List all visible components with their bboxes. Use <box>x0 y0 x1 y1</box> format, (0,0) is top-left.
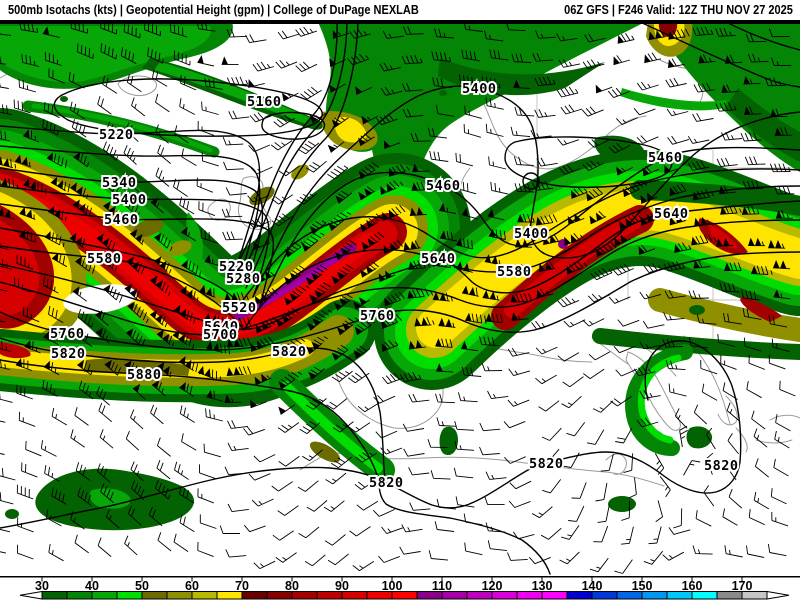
colorbar-segment <box>366 591 393 600</box>
colorbar-segment <box>441 591 468 600</box>
contour-label: 5580 <box>87 251 122 267</box>
colorbar-segment <box>541 591 568 600</box>
contour-label: 5820 <box>51 346 86 362</box>
contour-label: 5460 <box>426 178 461 194</box>
contour-label: 5460 <box>648 150 683 166</box>
colorbar-segment <box>116 591 143 600</box>
isotach-colorbar: 30 40 50 60 70 80 90 100 110 120 130 140 150 160 170 <box>0 576 800 600</box>
contour-label: 5520 <box>222 300 257 316</box>
contour-label: 5160 <box>247 94 282 110</box>
contour-label: 5220 <box>99 127 134 143</box>
colorbar-segment <box>416 591 443 600</box>
colorbar-segment <box>166 591 193 600</box>
colorbar-segment <box>241 591 268 600</box>
colorbar-segment <box>91 591 118 600</box>
colorbar-tick-label: 170 <box>732 579 753 593</box>
colorbar-segment <box>216 591 243 600</box>
colorbar-segments <box>19 590 790 600</box>
colorbar-segment <box>666 591 693 600</box>
contour-label: 5400 <box>514 226 549 242</box>
contour-label: 5640 <box>421 251 456 267</box>
colorbar-tick-label: 100 <box>382 579 403 593</box>
colorbar-segment <box>591 591 618 600</box>
colorbar-segment <box>691 591 718 600</box>
contour-label: 5340 <box>102 175 137 191</box>
colorbar-segment <box>66 591 93 600</box>
colorbar-arrow-right <box>766 590 790 600</box>
contour-label: 5700 <box>203 327 238 343</box>
model-run-info: 06Z GFS | F246 Valid: 12Z THU NOV 27 202… <box>564 3 793 17</box>
colorbar-segment <box>516 591 543 600</box>
colorbar-tick-label: 40 <box>85 579 99 593</box>
colorbar-tick-label: 50 <box>135 579 149 593</box>
contour-label: 5820 <box>529 456 564 472</box>
colorbar-tick-label: 130 <box>532 579 553 593</box>
product-title: 500mb Isotachs (kts) | Geopotential Heig… <box>8 3 419 17</box>
colorbar-arrow-left <box>19 590 43 600</box>
colorbar-segment <box>716 591 743 600</box>
contour-label: 5580 <box>497 264 532 280</box>
contour-label: 5820 <box>704 458 739 474</box>
colorbar-tick-label: 160 <box>682 579 703 593</box>
colorbar-tick-label: 90 <box>335 579 349 593</box>
contour-label: 5820 <box>272 344 307 360</box>
contour-label: 5640 <box>654 206 689 222</box>
contour-label: 5880 <box>127 367 162 383</box>
colorbar-tick-label: 120 <box>482 579 503 593</box>
colorbar-tick-label: 80 <box>285 579 299 593</box>
colorbar-segment <box>291 591 318 600</box>
colorbar-segment <box>741 591 768 600</box>
colorbar-segment <box>266 591 293 600</box>
contour-label: 5400 <box>462 81 497 97</box>
colorbar-tick-label: 30 <box>35 579 49 593</box>
colorbar-segment <box>566 591 593 600</box>
colorbar-ticks: 30 40 50 60 70 80 90 100 110 120 130 140 150 160 170 <box>35 577 753 593</box>
colorbar-tick-label: 150 <box>632 579 653 593</box>
wind-barbs <box>0 22 796 574</box>
contour-label: 5280 <box>226 271 261 287</box>
colorbar-segment <box>341 591 368 600</box>
contour-label: 5220 <box>219 259 254 275</box>
colorbar-segment <box>316 591 343 600</box>
colorbar-segment <box>391 591 418 600</box>
contour-label: 5460 <box>104 212 139 228</box>
colorbar-segment <box>466 591 493 600</box>
contour-label: 5400 <box>112 192 147 208</box>
contour-label: 5760 <box>360 308 395 324</box>
contour-label: 5760 <box>50 326 85 342</box>
contour-label: 5640 <box>204 319 239 335</box>
title-bar: 500mb Isotachs (kts) | Geopotential Heig… <box>0 0 800 22</box>
colorbar-segment <box>41 591 68 600</box>
colorbar-segment <box>641 591 668 600</box>
isotach-fills <box>0 22 800 531</box>
colorbar-tick-label: 140 <box>582 579 603 593</box>
colorbar-tick-label: 60 <box>185 579 199 593</box>
colorbar-segment <box>191 591 218 600</box>
colorbar-segment <box>141 591 168 600</box>
colorbar-tick-label: 70 <box>235 579 249 593</box>
colorbar-segment <box>491 591 518 600</box>
contour-label: 5820 <box>369 475 404 491</box>
colorbar-tick-label: 110 <box>432 579 452 593</box>
colorbar-segment <box>616 591 643 600</box>
